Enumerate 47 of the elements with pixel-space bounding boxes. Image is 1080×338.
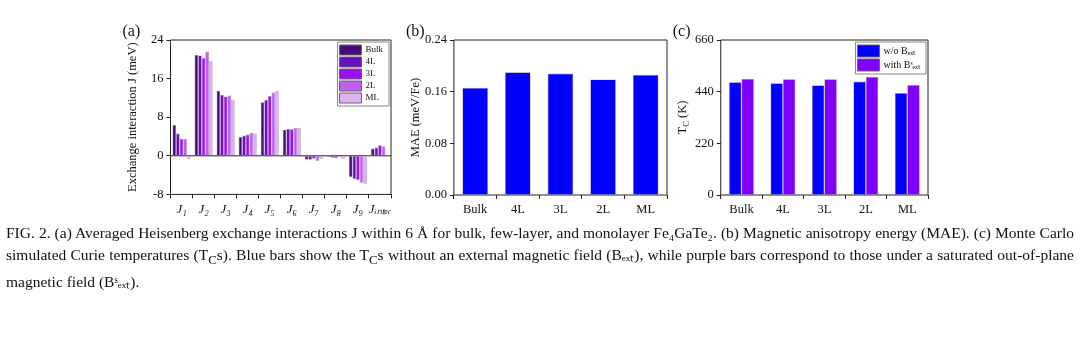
x-tick-label: 4L <box>775 201 790 216</box>
y-tick-label: 0.24 <box>425 32 448 47</box>
x-tick-label: J₄ <box>242 200 254 216</box>
x-tick-label: Bulk <box>729 201 755 216</box>
x-tick-label: ML <box>636 201 656 216</box>
legend-label: 2L <box>365 80 376 91</box>
x-tick-label: J₂ <box>198 200 210 216</box>
y-tick-label: -8 <box>153 186 164 201</box>
x-tick-label: 3L <box>817 201 832 216</box>
text: FIG. 2. (a) Averaged Heisenberg exchange interactions J within 6 Å for bulk, few-layer, and monolayer Fe₄GaTe₂. (b) Magnetic anisotropy energy (MAE). (c) Monte Carlo simulated Curie temperatures (T$_{C}$s). Blue bars show the T$_{C}$s without an external magnetic field (Bₑₓₜ), while purple bars correspond to those under a saturated out-of-plane magnetic field (Bˢₑₓₜ). <box>6 224 1074 291</box>
x-tick-label: Jᵢₙₜₑᵣ <box>368 200 392 216</box>
legend-label: Bulk <box>365 44 384 55</box>
y-tick-label: 0.00 <box>425 187 447 202</box>
chart-title: (a) <box>122 22 141 41</box>
y-tick-label: 0 <box>157 148 164 163</box>
x-tick-label: 2L <box>858 201 873 216</box>
y-axis-title: MAE (meV/Fe) <box>408 77 423 158</box>
x-tick-label: J₇ <box>308 200 320 216</box>
x-tick-label: J₁ <box>176 200 187 216</box>
legend-label: ML <box>365 92 379 103</box>
x-tick-label: J₆ <box>286 200 297 216</box>
x-tick-label: J₈ <box>330 200 342 216</box>
y-tick-label: 16 <box>151 70 164 85</box>
y-tick-label: 8 <box>157 109 164 124</box>
x-tick-label: Bulk <box>463 201 489 216</box>
legend-label: with Bˢₑₓₜ <box>883 58 921 70</box>
legend-label: 3L <box>365 68 376 79</box>
x-tick-label: 4L <box>510 201 525 216</box>
x-tick-label: 3L <box>553 201 568 216</box>
x-tick-label: 2L <box>596 201 611 216</box>
x-tick-label: J₃ <box>220 200 231 216</box>
legend-label: w/o Bₑₓₜ <box>883 44 917 56</box>
y-tick-label: 220 <box>695 135 714 150</box>
y-tick-label: 24 <box>151 32 165 47</box>
chart-title: (b) <box>405 22 425 41</box>
y-tick-label: 0 <box>707 187 714 202</box>
x-tick-label: ML <box>897 201 917 216</box>
y-tick-label: 440 <box>695 83 714 98</box>
y-tick-label: 660 <box>695 32 714 47</box>
y-axis-title: Exchange interaction J (meV) <box>124 42 139 192</box>
legend-label: 4L <box>365 56 376 67</box>
x-tick-label: J₅ <box>264 200 275 216</box>
x-tick-label: J₉ <box>352 200 364 216</box>
chart-title: (c) <box>672 22 691 41</box>
y-tick-label: 0.08 <box>425 135 447 150</box>
y-tick-label: 0.16 <box>425 83 447 98</box>
y-axis-title: TC (K) <box>675 100 691 135</box>
